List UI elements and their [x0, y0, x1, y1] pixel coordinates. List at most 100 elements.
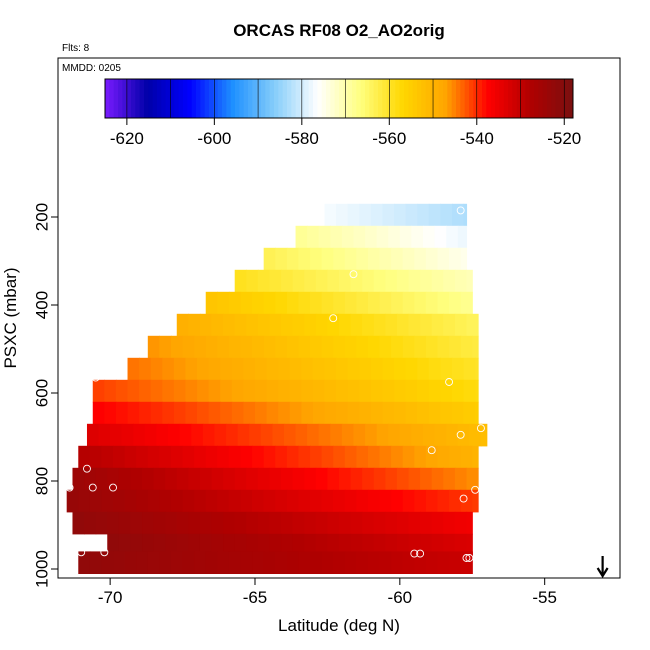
heatmap-cell	[269, 511, 282, 535]
heatmap-cell	[275, 291, 288, 315]
heatmap-cell	[339, 269, 352, 293]
heatmap-cell	[133, 423, 146, 447]
heatmap-cell	[396, 467, 410, 491]
heatmap-cell	[228, 445, 242, 469]
heatmap-cell	[318, 225, 331, 249]
colorbar-segment	[196, 79, 201, 118]
heatmap-cell	[396, 511, 410, 535]
heatmap-cell	[217, 551, 230, 574]
heatmap-cell	[234, 533, 247, 557]
heatmap-cell	[417, 203, 430, 227]
observation-point	[471, 485, 480, 494]
heatmap-cell	[344, 247, 357, 271]
colorbar-segment	[555, 79, 561, 118]
colorbar-segment	[200, 79, 206, 118]
observation-point	[456, 430, 465, 439]
heatmap-cell	[362, 533, 375, 557]
heatmap-cell	[234, 467, 247, 491]
colorbar-segment	[317, 79, 323, 118]
colorbar-segment	[560, 79, 565, 118]
heatmap-cell	[118, 511, 132, 535]
heatmap-cell	[228, 489, 242, 513]
heatmap-cell	[231, 357, 244, 381]
heatmap-cell	[130, 533, 143, 557]
heatmap-cell	[333, 445, 346, 469]
heatmap-cell	[165, 511, 178, 535]
colorbar-segment	[469, 79, 474, 118]
heatmap-cell	[220, 401, 233, 425]
heatmap-cell	[298, 445, 311, 469]
heatmap-cells	[66, 203, 488, 574]
heatmap-cell	[197, 379, 210, 403]
heatmap-cell	[437, 489, 450, 513]
heatmap-cell	[147, 335, 160, 359]
heatmap-cell	[197, 357, 210, 381]
colorbar-segment	[213, 79, 219, 118]
heatmap-cell	[353, 225, 366, 249]
heatmap-cell	[443, 533, 456, 557]
colorbar-segment	[430, 79, 435, 118]
colorbar-segment	[425, 79, 431, 118]
heatmap-cell	[208, 379, 221, 403]
heatmap-cell	[391, 551, 404, 574]
heatmap-cell	[396, 269, 410, 293]
heatmap-cell	[414, 489, 427, 513]
colorbar-segment	[109, 79, 115, 118]
heatmap-cell	[304, 313, 317, 337]
colorbar-segment	[395, 79, 401, 118]
heatmap-cell	[208, 401, 221, 425]
colorbar-segment	[516, 79, 522, 118]
heatmap-cell	[304, 511, 317, 535]
heatmap-cell	[252, 551, 265, 574]
heatmap-cell	[257, 467, 271, 491]
heatmap-cell	[217, 489, 230, 513]
heatmap-cell	[315, 269, 329, 293]
heatmap-cell	[197, 401, 210, 425]
heatmap-cell	[113, 489, 126, 513]
colorbar-segment	[304, 79, 310, 118]
heatmap-cell	[101, 489, 114, 513]
colorbar-segment	[152, 79, 158, 118]
heatmap-cell	[211, 533, 224, 557]
colorbar-segment	[378, 79, 383, 118]
colorbar-segment	[191, 79, 197, 118]
colorbar-segment	[399, 79, 405, 118]
heatmap-cell	[118, 533, 132, 557]
heatmap-cell	[399, 423, 413, 447]
heatmap-cell	[153, 467, 166, 491]
heatmap-cell	[246, 533, 259, 557]
heatmap-cell	[373, 269, 386, 293]
heatmap-cell	[107, 467, 120, 491]
colorbar-segment	[135, 79, 141, 118]
flights-note: Flts: 8	[62, 43, 90, 54]
heatmap-cell	[283, 423, 297, 447]
heatmap-cell	[466, 511, 473, 535]
colorbar-segment	[512, 79, 518, 118]
heatmap-cell	[420, 511, 433, 535]
heatmap-cell	[150, 379, 163, 403]
heatmap-cell	[359, 379, 372, 403]
heatmap-cell	[373, 533, 386, 557]
heatmap-cell	[275, 489, 288, 513]
heatmap-cell	[463, 379, 476, 403]
heatmap-cell	[147, 489, 160, 513]
heatmap-cell	[367, 445, 381, 469]
colorbar-segment	[157, 79, 162, 118]
x-tick-label: -60	[388, 588, 413, 607]
heatmap-cell	[451, 203, 465, 227]
heatmap-cell	[428, 401, 441, 425]
colorbar-segment	[551, 79, 557, 118]
heatmap-cell	[84, 467, 97, 491]
heatmap-cell	[188, 467, 201, 491]
heatmap-cell	[289, 401, 302, 425]
heatmap-cell	[327, 467, 340, 491]
heatmap-cell	[199, 511, 213, 535]
heatmap-cell	[310, 445, 323, 469]
heatmap-cell	[321, 291, 334, 315]
heatmap-cell	[89, 489, 103, 513]
heatmap-cell	[223, 467, 236, 491]
heatmap-cell	[359, 401, 372, 425]
heatmap-cell	[266, 379, 279, 403]
colorbar-segment	[339, 79, 344, 118]
heatmap-cell	[373, 313, 386, 337]
